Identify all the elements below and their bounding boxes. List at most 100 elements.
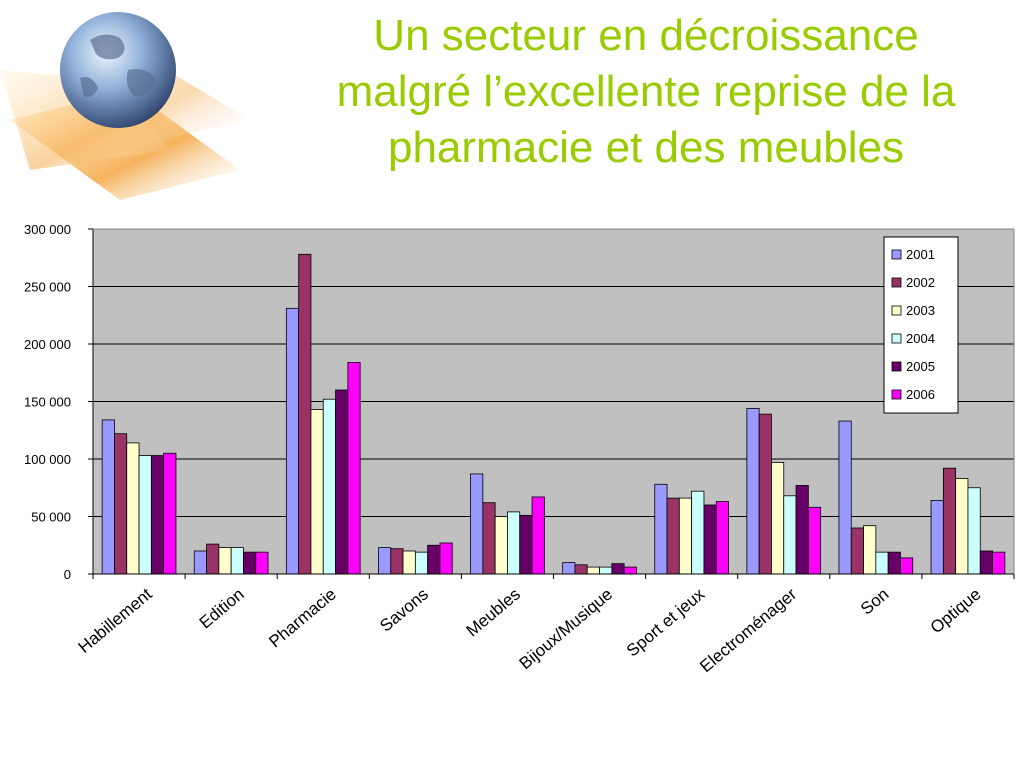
bars (101, 253, 1006, 575)
bar-meubles-2004 (507, 511, 521, 575)
x-tick-label: Son (857, 585, 892, 619)
bar-bijoux-musique-2003 (586, 566, 600, 575)
y-tick-label: 100 000 (24, 452, 71, 467)
bar-savons-2004 (414, 551, 429, 575)
bar-sport-et-jeux-2005 (703, 504, 717, 575)
bar-optique-2001 (930, 499, 944, 575)
bar-pharmacie-2004 (322, 398, 336, 575)
legend-swatch (891, 389, 902, 400)
bar-son-2004 (875, 551, 889, 575)
x-axis-ticks: Habillement Edition Pharmacie Savons Meubles… (75, 574, 1015, 676)
bar-savons-2003 (402, 550, 416, 575)
bar-meubles-2003 (494, 516, 508, 575)
bar-son-2002 (850, 527, 864, 575)
bar-electrom-nager-2004 (783, 495, 797, 575)
bar-pharmacie-2005 (335, 389, 349, 575)
bar-optique-2006 (992, 551, 1006, 575)
bar-son-2006 (900, 557, 914, 575)
bar-habillement-2004 (138, 455, 152, 575)
x-tick-label: Edition (196, 585, 248, 633)
bar-chart: 0 50 000 100 000 150 000 200 000 250 000 300 0… (24, 222, 1015, 676)
bar-bijoux-musique-2004 (599, 566, 613, 575)
y-tick-label: 50 000 (31, 510, 71, 525)
bar-sport-et-jeux-2001 (654, 483, 668, 575)
y-tick-label: 0 (64, 567, 71, 582)
y-tick-label: 250 000 (24, 280, 71, 295)
legend-label: 2005 (906, 359, 935, 374)
bar-electrom-nager-2005 (795, 485, 809, 575)
title-line-2: malgré l’excellente reprise de la (336, 67, 956, 116)
bar-optique-2004 (967, 487, 981, 575)
x-tick-label: Electroménager (696, 584, 800, 676)
bar-pharmacie-2002 (298, 253, 312, 575)
legend-swatch (891, 249, 902, 260)
bar-habillement-2006 (163, 452, 177, 575)
bar-edition-2005 (243, 551, 257, 575)
bar-optique-2003 (955, 478, 969, 575)
legend-swatch (891, 277, 902, 288)
y-tick-label: 300 000 (24, 222, 71, 237)
bar-meubles-2006 (531, 496, 545, 575)
bar-electrom-nager-2003 (771, 462, 785, 575)
bar-meubles-2002 (482, 502, 496, 575)
bar-edition-2004 (230, 547, 244, 575)
x-tick-label: Meubles (463, 585, 524, 641)
title-line-3: pharmacie et des meubles (387, 123, 905, 172)
bar-sport-et-jeux-2006 (715, 501, 729, 575)
bar-sport-et-jeux-2004 (691, 490, 705, 575)
bar-son-2003 (863, 525, 877, 575)
bar-meubles-2005 (519, 514, 533, 575)
bar-savons-2001 (378, 547, 392, 575)
y-axis-ticks: 0 50 000 100 000 150 000 200 000 250 000 300 0… (24, 222, 93, 582)
x-tick-label: Sport et jeux (623, 584, 709, 660)
legend-box (883, 236, 959, 414)
legend: 2001 2002 2003 2004 2005 2006 (883, 236, 959, 414)
bar-habillement-2002 (114, 433, 128, 575)
bar-electrom-nager-2002 (758, 413, 772, 575)
bar-edition-2003 (218, 547, 232, 575)
legend-swatch (891, 333, 902, 344)
legend-swatch (891, 361, 902, 372)
legend-label: 2001 (906, 247, 935, 262)
x-tick-label: Savons (376, 585, 432, 636)
bar-pharmacie-2006 (347, 361, 361, 575)
slide-title: Un secteur en décroissance malgré l’exce… (268, 8, 1024, 176)
legend-label: 2006 (906, 387, 935, 402)
bar-bijoux-musique-2006 (623, 566, 637, 575)
bar-optique-2005 (979, 550, 993, 575)
x-tick-label: Bijoux/Musique (516, 585, 617, 674)
bar-savons-2002 (390, 548, 404, 575)
bar-habillement-2001 (101, 419, 115, 575)
legend-label: 2003 (906, 303, 935, 318)
bar-electrom-nager-2001 (746, 407, 760, 575)
bar-son-2001 (838, 420, 852, 575)
bar-bijoux-musique-2005 (611, 563, 625, 575)
bar-sport-et-jeux-2003 (678, 497, 693, 575)
bar-bijoux-musique-2002 (574, 564, 588, 575)
bar-pharmacie-2001 (285, 307, 300, 575)
bar-savons-2006 (439, 542, 453, 575)
legend-label: 2004 (906, 331, 935, 346)
bar-edition-2002 (206, 543, 220, 575)
bar-sport-et-jeux-2002 (666, 497, 680, 575)
y-tick-label: 150 000 (24, 395, 71, 410)
x-tick-label: Habillement (75, 584, 156, 656)
bar-optique-2002 (942, 467, 957, 575)
bar-meubles-2001 (470, 473, 484, 575)
bar-habillement-2005 (150, 455, 165, 575)
bar-electrom-nager-2006 (807, 506, 822, 575)
bar-habillement-2003 (126, 442, 140, 575)
bar-edition-2006 (255, 551, 269, 575)
bar-son-2005 (887, 551, 901, 575)
bar-pharmacie-2003 (310, 409, 324, 575)
bar-bijoux-musique-2001 (562, 562, 576, 575)
bar-savons-2005 (427, 544, 441, 575)
legend-label: 2002 (906, 275, 935, 290)
title-line-1: Un secteur en décroissance (373, 11, 919, 60)
x-tick-label: Pharmacie (265, 585, 339, 652)
globe-icon (0, 12, 250, 200)
legend-swatch (891, 305, 902, 316)
x-tick-label: Optique (927, 585, 985, 638)
bar-edition-2001 (193, 550, 207, 575)
y-tick-label: 200 000 (24, 337, 71, 352)
